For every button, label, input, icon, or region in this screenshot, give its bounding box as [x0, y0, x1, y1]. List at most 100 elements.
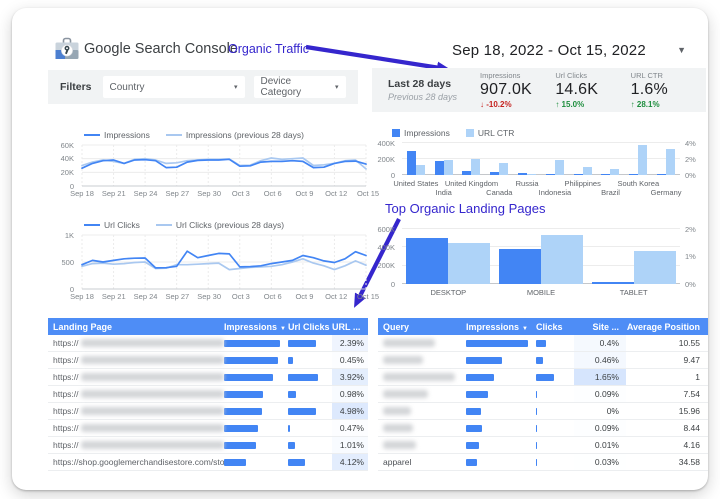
redacted-text — [80, 356, 224, 364]
axis-tick-label: 1% — [685, 252, 696, 261]
url-clicks-bar — [288, 390, 296, 398]
column-header-query[interactable]: Query — [383, 321, 410, 332]
site-ctr-value: 0.09% — [594, 389, 619, 399]
axis-category-label: MOBILE — [526, 288, 556, 297]
bar-group — [495, 229, 588, 284]
impressions-bar — [224, 373, 273, 381]
query-cell: apparel — [383, 457, 412, 467]
query-cell — [378, 403, 466, 419]
table-row: 0.4% 10.55 — [378, 335, 708, 352]
axis-tick-label: 2% — [685, 154, 696, 164]
period-sublabel: Previous 28 days — [388, 92, 458, 102]
sort-descending-icon: ▼ — [522, 325, 528, 332]
chart-legend: Url Clicks Url Clicks (previous 28 days) — [84, 220, 368, 230]
clicks-bar — [536, 458, 537, 466]
bar-plot — [402, 228, 680, 284]
clicks-bar — [536, 424, 537, 432]
bar-group — [624, 143, 652, 175]
column-header-average-position[interactable]: Average Position — [626, 321, 700, 332]
redacted-text — [383, 424, 413, 432]
site-ctr-value: 0% — [606, 406, 619, 416]
chevron-down-icon: ▾ — [234, 84, 238, 91]
url-ctr-bar — [499, 162, 509, 175]
url-ctr-value: 1.01% — [332, 437, 368, 453]
x-axis-category-labels: DESKTOP MOBILE TABLET — [402, 287, 680, 307]
url-prefix: https:// — [53, 338, 79, 348]
redacted-text — [383, 441, 416, 449]
url-clicks-bar — [288, 373, 318, 381]
axis-tick-label: Oct 12 — [325, 292, 348, 301]
axis-tick-label: 0 — [69, 284, 74, 294]
gridline — [402, 158, 680, 159]
legend-item: Url Clicks (previous 28 days) — [155, 220, 284, 230]
impressions-bar — [466, 390, 488, 398]
redacted-text — [383, 339, 435, 347]
query-cell — [378, 352, 466, 368]
date-range-selector[interactable]: Sep 18, 2022 - Oct 15, 2022 ▼ — [452, 39, 686, 61]
axis-tick-label: Sep 24 — [133, 292, 158, 301]
redacted-text — [383, 390, 428, 398]
axis-category-label: United Kingdom — [444, 179, 499, 188]
device-category-filter-dropdown[interactable]: Device Category ▾ — [253, 76, 346, 98]
table-row: apparel 0.03% 34.58 — [378, 454, 708, 471]
impressions-bar — [629, 174, 639, 175]
legend-swatch — [392, 129, 400, 137]
axis-category-label: India — [435, 188, 452, 197]
url-ctr-bar — [554, 159, 564, 175]
url-clicks-bar — [288, 441, 295, 449]
x-axis-labels: Sep 18 Sep 21 Sep 24 Sep 27 Sep 30 Oct 3 Oct 6… — [70, 189, 379, 199]
line-plot — [81, 144, 367, 187]
axis-category-label: Brazil — [601, 188, 620, 197]
column-header-landing-page[interactable]: Landing Page — [53, 321, 113, 332]
column-header-url-ctr[interactable]: URL ... — [332, 321, 361, 332]
axis-category-label: TABLET — [619, 288, 648, 297]
url-prefix: https:// — [53, 372, 79, 382]
impressions-bar — [518, 173, 528, 175]
url-ctr-bar — [443, 159, 453, 175]
average-position-value: 10.55 — [678, 338, 700, 348]
bar-chart-countries: Impressions URL CTR 0 200K 400K 0% 2% 4% Uni… — [377, 128, 708, 198]
url-ctr-value: 0.45% — [339, 355, 364, 365]
axis-tick-label: Sep 30 — [197, 292, 221, 301]
table-row: 0.09% 7.54 — [378, 386, 708, 403]
table-body: 0.4% 10.55 0.46% 9.47 1.65% 1 0.09% 7.54 0% 15.96… — [378, 335, 708, 471]
query-cell — [378, 386, 466, 402]
column-header-impressions[interactable]: Impressions ▼ — [466, 321, 528, 332]
line-plot — [81, 234, 367, 290]
table-row: https:// 4.98% — [48, 403, 368, 420]
table-row: https:// 2.39% — [48, 335, 368, 352]
bar-group — [587, 229, 680, 284]
axis-tick-label: 400K — [377, 242, 395, 252]
column-header-url-clicks[interactable]: Url Clicks — [288, 321, 330, 332]
table-header-row: Query Impressions ▼ Clicks Site ... Avera… — [378, 318, 708, 335]
redacted-text — [80, 407, 224, 415]
landing-page-cell: https:// — [48, 420, 224, 436]
axis-tick-label: 200K — [377, 154, 395, 164]
country-filter-dropdown[interactable]: Country ▾ — [102, 76, 245, 98]
column-header-site-ctr[interactable]: Site ... — [592, 321, 619, 332]
column-header-clicks[interactable]: Clicks — [536, 321, 563, 332]
legend-item: Url Clicks — [84, 220, 140, 230]
impressions-bar — [224, 441, 257, 449]
bar-plot — [402, 142, 680, 175]
x-axis-labels: Sep 18 Sep 21 Sep 24 Sep 27 Sep 30 Oct 3 Oct 6… — [70, 292, 379, 302]
clicks-bar — [536, 356, 544, 364]
landing-page-cell: https:// — [48, 437, 224, 453]
url-clicks-bar — [288, 424, 291, 432]
bar-group — [513, 143, 541, 175]
table-row: 1.65% 1 — [378, 369, 708, 386]
average-position-value: 9.47 — [683, 355, 700, 365]
site-ctr-value: 0.01% — [594, 440, 619, 450]
url-prefix: https:// — [53, 355, 79, 365]
legend-item: Impressions — [392, 128, 450, 138]
column-header-impressions[interactable]: Impressions ▼ — [224, 321, 286, 332]
axis-tick-label: Sep 18 — [70, 189, 94, 198]
impressions-bar — [406, 238, 449, 284]
query-cell — [378, 437, 466, 453]
average-position-value: 7.54 — [683, 389, 700, 399]
url-ctr-bar — [610, 169, 620, 175]
url-ctr-value: 3.92% — [332, 369, 368, 385]
landing-page-cell: https:// — [48, 369, 224, 385]
metric-delta: ↓ -10.2% — [480, 100, 512, 109]
axis-tick-label: Oct 15 — [356, 292, 380, 301]
